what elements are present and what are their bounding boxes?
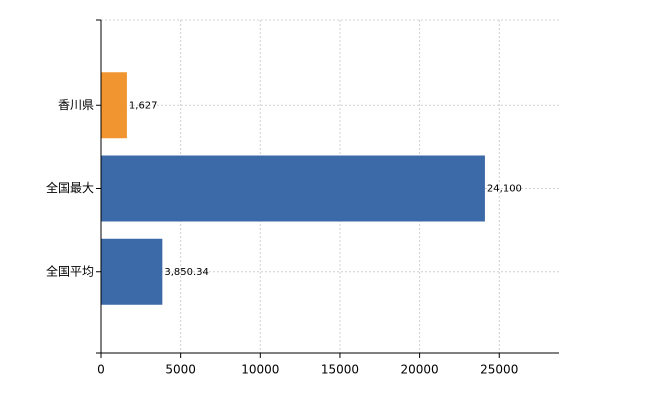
x-tick-label: 5000 [165, 363, 196, 377]
y-tick-label: 香川県 [58, 98, 94, 112]
x-tick-label: 0 [97, 363, 105, 377]
value-label: 3,850.34 [164, 267, 209, 278]
y-tick-label: 全国最大 [46, 180, 94, 195]
x-tick-label: 25000 [480, 363, 518, 377]
bar [101, 155, 485, 222]
x-tick-label: 10000 [241, 363, 279, 377]
x-tick-label: 20000 [401, 363, 439, 377]
bar [101, 238, 163, 305]
value-label: 24,100 [487, 184, 522, 195]
value-label: 1,627 [129, 100, 158, 111]
x-tick-label: 15000 [321, 363, 359, 377]
bar [101, 72, 127, 139]
y-tick-label: 全国平均 [46, 263, 94, 278]
